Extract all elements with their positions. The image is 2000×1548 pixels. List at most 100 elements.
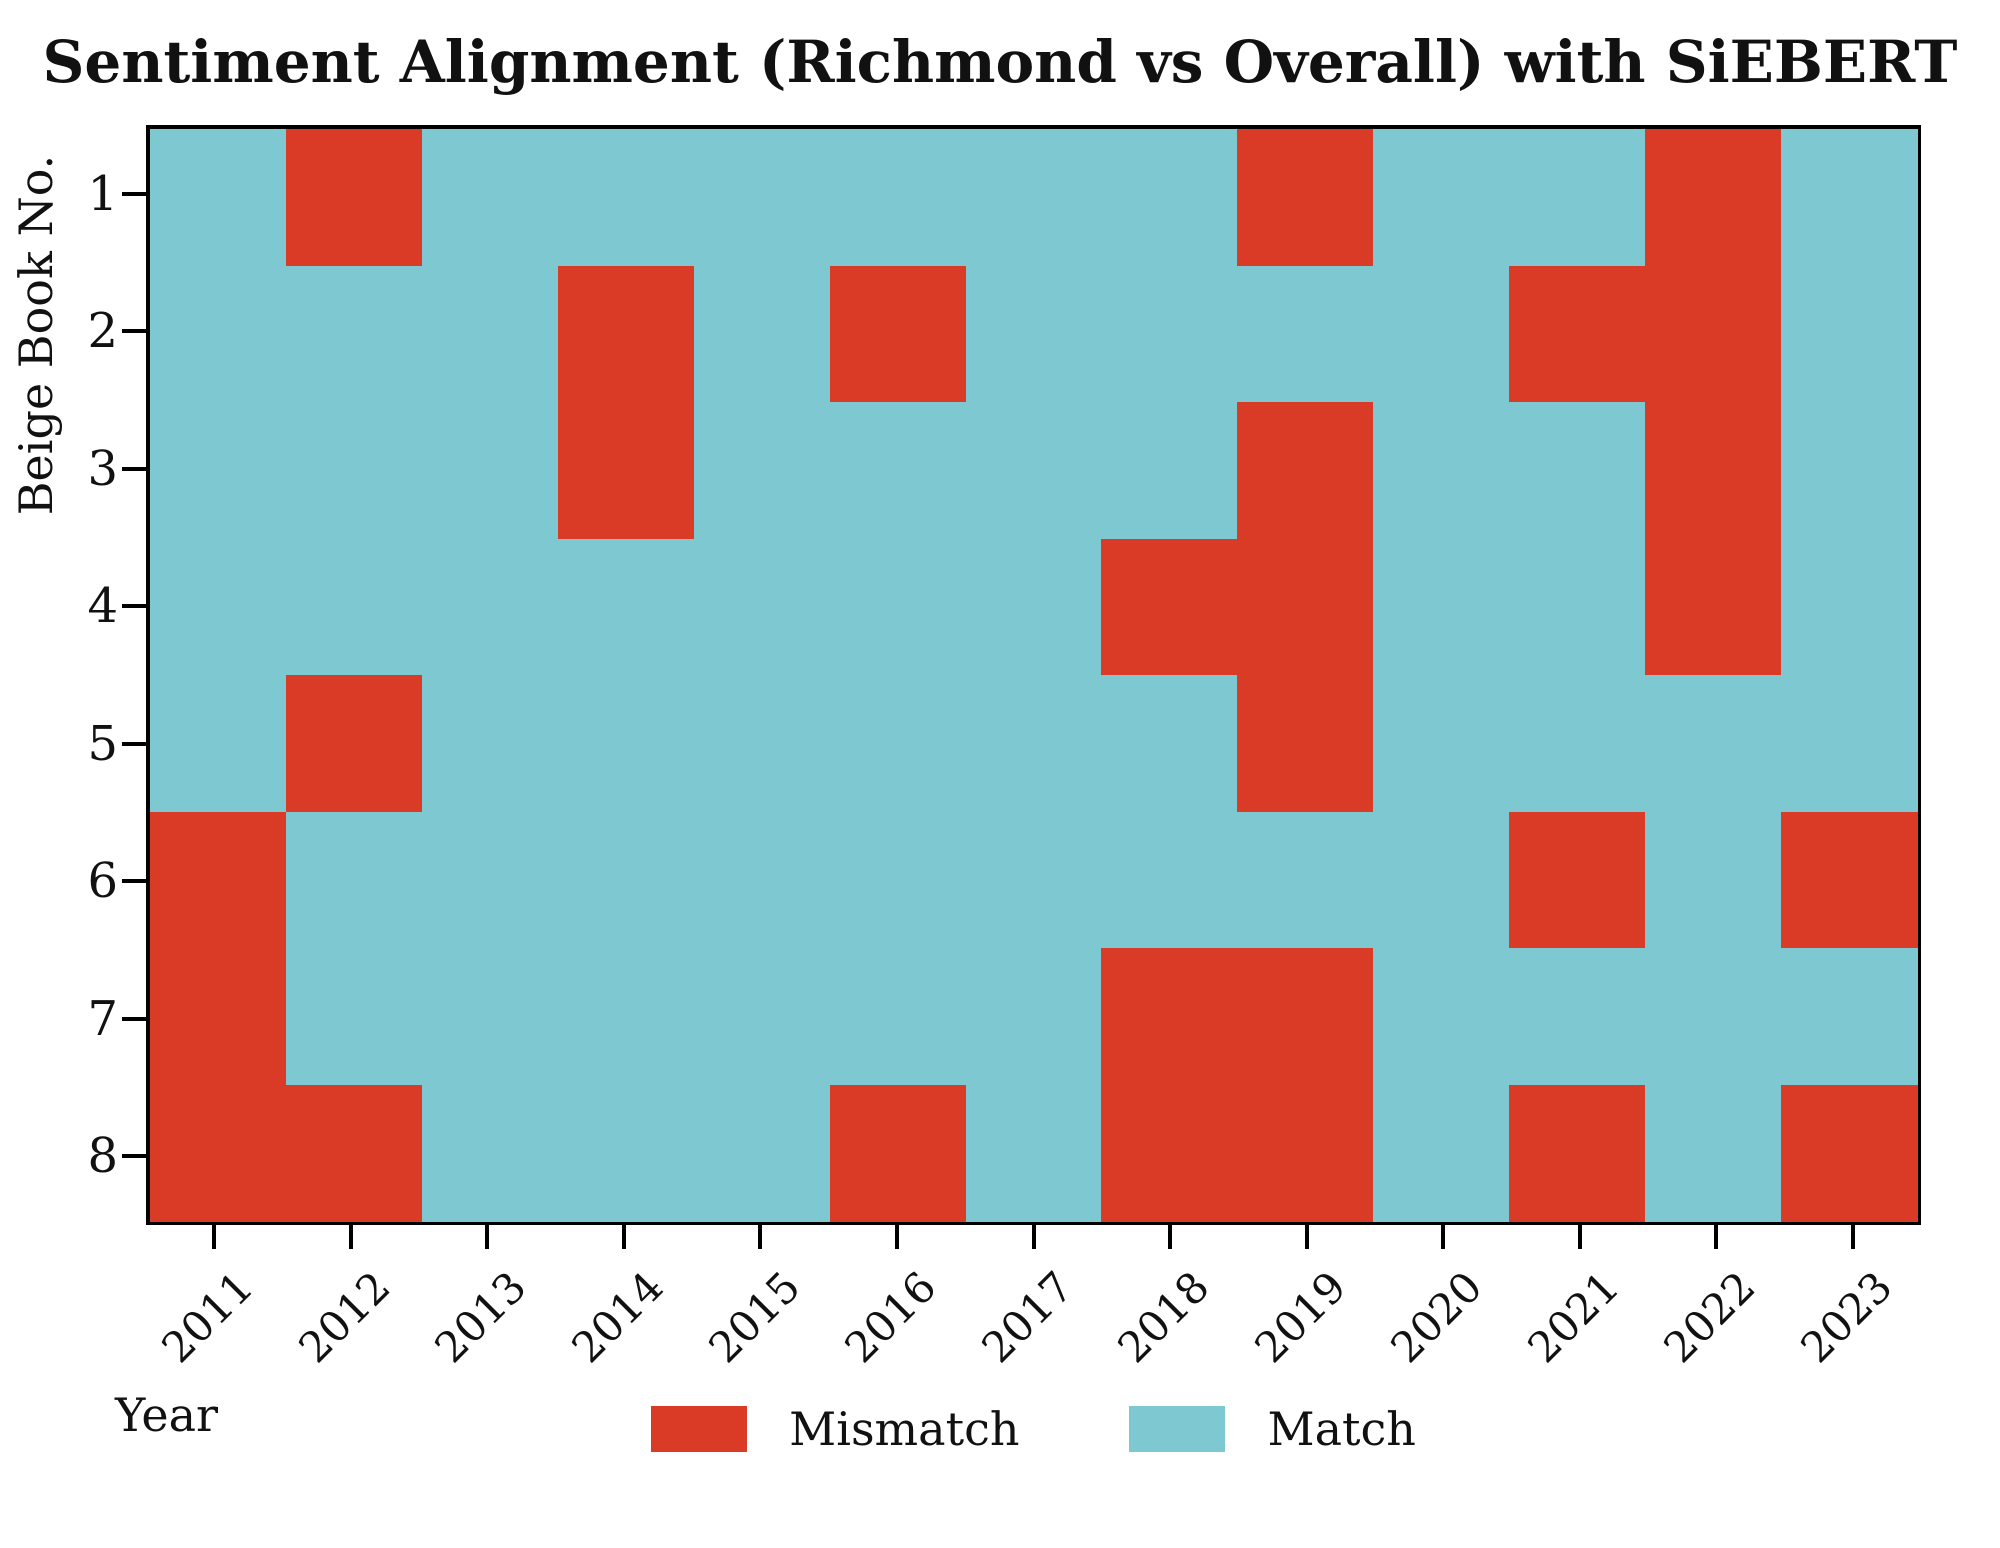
heatmap-cell xyxy=(1373,675,1511,813)
heatmap-cell xyxy=(1781,1084,1919,1222)
heatmap-cell xyxy=(1373,265,1511,403)
heatmap-cell xyxy=(557,402,695,540)
heatmap-cell xyxy=(693,402,831,540)
heatmap-cell xyxy=(1781,402,1919,540)
y-tick-label: 3 xyxy=(87,440,118,497)
heatmap-cell xyxy=(421,538,559,676)
heatmap-cell xyxy=(965,675,1103,813)
heatmap-cell xyxy=(1781,538,1919,676)
heatmap-cell xyxy=(1101,129,1239,267)
heatmap-cell xyxy=(965,811,1103,949)
x-tick-label: 2022 xyxy=(1654,1262,1765,1373)
heatmap-cell xyxy=(1237,538,1375,676)
heatmap-cell xyxy=(693,948,831,1086)
heatmap-cell xyxy=(829,811,967,949)
y-tick-mark xyxy=(122,1154,146,1159)
y-tick-label: 4 xyxy=(87,578,118,635)
y-tick-mark xyxy=(122,1016,146,1021)
heatmap-cell xyxy=(693,811,831,949)
heatmap-cell xyxy=(1101,1084,1239,1222)
x-tick-label: 2012 xyxy=(289,1262,400,1373)
heatmap-cell xyxy=(965,402,1103,540)
x-tick-label: 2011 xyxy=(152,1262,263,1373)
heatmap-cell xyxy=(1781,675,1919,813)
heatmap-cell xyxy=(693,1084,831,1222)
y-tick-label: 6 xyxy=(87,853,118,910)
heatmap-cell xyxy=(1373,402,1511,540)
heatmap-cell xyxy=(150,129,287,267)
heatmap-cell xyxy=(693,675,831,813)
y-tick-label: 5 xyxy=(87,715,118,772)
heatmap-cell xyxy=(557,1084,695,1222)
heatmap-cell xyxy=(1237,675,1375,813)
y-tick-mark xyxy=(122,191,146,196)
heatmap-cell xyxy=(285,1084,423,1222)
heatmap-cell xyxy=(1509,675,1647,813)
heatmap-cell xyxy=(421,265,559,403)
heatmap-cell xyxy=(421,675,559,813)
heatmap-cell xyxy=(557,129,695,267)
heatmap-cell xyxy=(1101,675,1239,813)
heatmap-cell xyxy=(693,129,831,267)
y-tick-mark xyxy=(122,741,146,746)
y-tick-label: 2 xyxy=(87,303,118,360)
x-tick-label: 2019 xyxy=(1244,1262,1356,1373)
heatmap-cell xyxy=(150,811,287,949)
x-tick-label: 2016 xyxy=(835,1262,946,1373)
x-tick-mark xyxy=(348,1225,353,1249)
heatmap-cell xyxy=(1781,265,1919,403)
heatmap-cell xyxy=(965,538,1103,676)
heatmap-cell xyxy=(829,948,967,1086)
heatmap-cell xyxy=(285,265,423,403)
heatmap-cell xyxy=(285,675,423,813)
heatmap-cell xyxy=(1509,948,1647,1086)
heatmap-cell xyxy=(1101,811,1239,949)
heatmap-cell xyxy=(557,265,695,403)
x-axis-label: Year xyxy=(115,1388,219,1442)
heatmap-cell xyxy=(150,265,287,403)
heatmap-cell xyxy=(1509,538,1647,676)
heatmap-cell xyxy=(1237,265,1375,403)
heatmap-cell xyxy=(285,129,423,267)
heatmap-cell xyxy=(557,811,695,949)
heatmap-cell xyxy=(421,129,559,267)
x-tick-mark xyxy=(1850,1225,1855,1249)
x-tick-mark xyxy=(1577,1225,1582,1249)
heatmap-cell xyxy=(421,948,559,1086)
mismatch-swatch xyxy=(651,1406,748,1452)
heatmap-cell xyxy=(1373,1084,1511,1222)
heatmap-cell xyxy=(1645,265,1783,403)
heatmap-cell xyxy=(557,538,695,676)
heatmap-cell xyxy=(1781,129,1919,267)
heatmap-cell xyxy=(285,811,423,949)
x-tick-mark xyxy=(212,1225,217,1249)
heatmap-cell xyxy=(1237,1084,1375,1222)
y-tick-mark xyxy=(122,604,146,609)
heatmap-cell xyxy=(557,948,695,1086)
x-tick-mark xyxy=(1441,1225,1446,1249)
heatmap-cell xyxy=(1645,948,1783,1086)
legend-label-mismatch: Mismatch xyxy=(789,1402,1020,1456)
heatmap-cell xyxy=(1509,1084,1647,1222)
heatmap-cell xyxy=(150,1084,287,1222)
legend: Mismatch Match xyxy=(146,1402,1921,1456)
heatmap-cell xyxy=(1237,811,1375,949)
heatmap-cell xyxy=(1781,811,1919,949)
heatmap-cell xyxy=(1645,1084,1783,1222)
heatmap-plot-area xyxy=(146,125,1921,1225)
heatmap-cell xyxy=(557,675,695,813)
heatmap-cell xyxy=(1373,538,1511,676)
legend-item-mismatch: Mismatch xyxy=(651,1402,1019,1456)
heatmap-cell xyxy=(829,265,967,403)
heatmap-cell xyxy=(1509,402,1647,540)
x-tick-label: 2017 xyxy=(971,1262,1083,1373)
heatmap-cell xyxy=(1373,129,1511,267)
heatmap-cell xyxy=(965,1084,1103,1222)
x-tick-label: 2014 xyxy=(562,1262,673,1373)
x-tick-label: 2018 xyxy=(1108,1262,1219,1373)
heatmap-cell xyxy=(1101,948,1239,1086)
x-tick-mark xyxy=(894,1225,899,1249)
y-tick-label: 1 xyxy=(87,165,118,222)
heatmap-cell xyxy=(421,402,559,540)
